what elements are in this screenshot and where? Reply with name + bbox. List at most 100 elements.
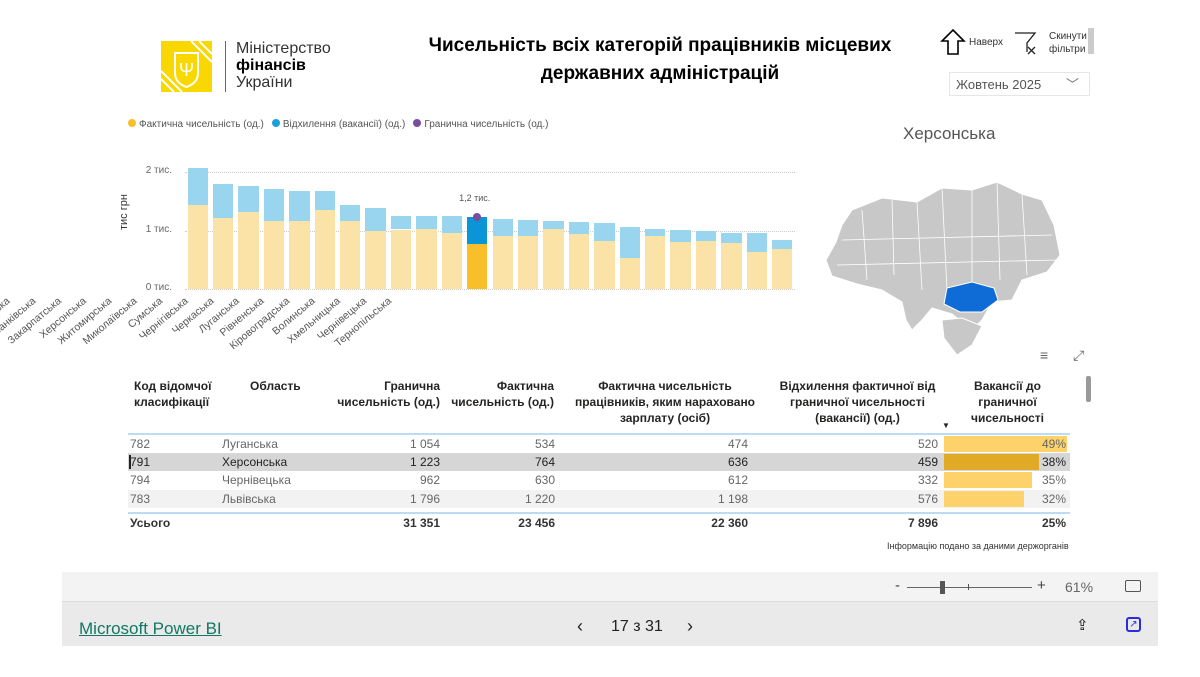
table-row[interactable]: 794 Чернівецька 962 630 612 332 35% (128, 471, 1070, 490)
period-dropdown[interactable]: Жовтень 2025 ﹀ (949, 72, 1090, 96)
header-vacancy[interactable]: Вакансії до граничної чисельності (971, 379, 1044, 425)
row-cursor (129, 455, 131, 470)
bar-vacancy[interactable] (289, 190, 310, 221)
legend-item[interactable]: Гранична чисельність (од.) (413, 119, 549, 130)
table-scrollbar[interactable] (1086, 376, 1091, 402)
legend-item[interactable]: Відхилення (вакансії) (од.) (271, 119, 405, 130)
bar-vacancy[interactable] (517, 219, 539, 237)
bar-actual[interactable] (670, 241, 691, 289)
cell-deviation: 520 (917, 437, 938, 451)
bar-actual[interactable] (772, 248, 793, 289)
bar-actual[interactable] (645, 236, 666, 289)
zoom-slider[interactable] (907, 587, 1032, 588)
legend-item[interactable]: Фактична чисельність (од.) (128, 119, 264, 130)
up-button[interactable]: Наверх (940, 28, 1003, 56)
bar-vacancy[interactable] (543, 220, 564, 229)
bar-vacancy[interactable] (212, 183, 234, 218)
bar-vacancy[interactable] (416, 215, 437, 230)
bar-vacancy[interactable] (390, 215, 412, 230)
bar-vacancy[interactable] (467, 217, 488, 245)
bar-vacancy[interactable] (619, 227, 640, 258)
source-note: Інформацію подано за даними держорганів (887, 541, 1069, 551)
bar-vacancy[interactable] (695, 230, 717, 242)
ukraine-map[interactable] (822, 180, 1062, 355)
bar-actual[interactable] (238, 212, 259, 289)
bar-vacancy[interactable] (645, 228, 666, 237)
next-page-button[interactable]: › (687, 616, 693, 636)
bar-vacancy[interactable] (263, 188, 285, 222)
power-bi-link[interactable]: Microsoft Power BI (79, 619, 222, 638)
share-icon[interactable]: ⇪ (1076, 617, 1089, 634)
bar-actual[interactable] (212, 217, 234, 289)
bar-actual[interactable] (263, 221, 285, 289)
bar-actual[interactable] (543, 228, 564, 289)
header-region[interactable]: Область (250, 379, 301, 393)
cell-paid: 1 198 (717, 491, 748, 506)
bar-actual[interactable] (187, 204, 208, 289)
bar-actual[interactable] (340, 220, 361, 289)
bar-vacancy[interactable] (670, 229, 691, 242)
cell-vacancy: 49% (1041, 437, 1066, 451)
table-row[interactable]: 791 Херсонська 1 223 764 636 459 38% (128, 453, 1070, 472)
bar-chart[interactable]: 0 тис.1 тис.2 тис.Дніпропетро...Львівськ… (0, 0, 800, 361)
bar-vacancy[interactable] (314, 190, 335, 210)
bar-actual[interactable] (721, 243, 742, 289)
cell-code: 783 (130, 491, 151, 506)
bar-actual[interactable] (289, 220, 310, 289)
bar-vacancy[interactable] (594, 222, 615, 242)
bar-actual[interactable] (568, 234, 590, 289)
bar-vacancy[interactable] (187, 168, 208, 205)
bar-vacancy[interactable] (340, 204, 361, 221)
map-region-kherson[interactable] (943, 281, 999, 313)
bar-actual[interactable] (365, 231, 386, 289)
prev-page-button[interactable]: ‹ (577, 616, 583, 636)
header-code[interactable]: Код відомчої класифікації (134, 379, 212, 409)
bar-vacancy[interactable] (746, 232, 768, 253)
bar-actual[interactable] (441, 233, 463, 289)
zoom-bar: - + 61% (62, 572, 1158, 602)
bar-vacancy[interactable] (721, 232, 742, 244)
filter-clear-icon (1015, 32, 1037, 55)
table-row[interactable]: 782 Луганська 1 054 534 474 520 49% (128, 435, 1070, 453)
bar-actual[interactable] (619, 257, 640, 289)
header-paid[interactable]: Фактична чисельність працівників, яким н… (574, 379, 756, 425)
bar-vacancy[interactable] (441, 216, 463, 234)
filter-icon[interactable]: ≡ (1040, 347, 1049, 363)
bar-vacancy[interactable] (568, 222, 590, 235)
cell-limit: 1 054 (409, 437, 440, 451)
zoom-out-button[interactable]: - (895, 577, 900, 594)
bar-actual[interactable] (416, 229, 437, 289)
limit-point[interactable] (473, 213, 482, 222)
bar-vacancy[interactable] (238, 185, 259, 213)
cell-code: 791 (130, 455, 151, 470)
bar-actual[interactable] (746, 252, 768, 289)
expand-icon[interactable]: ⤢ (1073, 347, 1085, 363)
bar-actual[interactable] (492, 236, 513, 289)
bar-actual[interactable] (390, 229, 412, 289)
bar-actual[interactable] (314, 209, 335, 289)
legend-label: Фактична чисельність (од.) (139, 119, 264, 130)
bar-vacancy[interactable] (365, 208, 386, 232)
cell-region: Луганська (222, 437, 278, 451)
header-scrollbar[interactable] (1088, 28, 1094, 54)
bar-actual[interactable] (594, 241, 615, 289)
chevron-down-icon: ﹀ (1065, 77, 1079, 92)
table-row[interactable]: 783 Львівська 1 796 1 220 1 198 576 32% (128, 489, 1070, 508)
logo-line1: Міністерство (236, 40, 331, 57)
header-deviation[interactable]: Відхилення фактичної від граничної чисел… (779, 379, 936, 425)
fit-to-page-icon[interactable] (1125, 580, 1141, 592)
bar-vacancy[interactable] (492, 218, 513, 237)
zoom-slider-thumb[interactable] (940, 581, 945, 594)
gridline (185, 172, 795, 173)
y-tick-label: 1 тис. (145, 223, 172, 235)
open-external-icon[interactable]: ↗ (1126, 617, 1141, 632)
bar-actual[interactable] (517, 236, 539, 289)
header-actual[interactable]: Фактична чисельність (од.) (451, 379, 554, 409)
bar-actual[interactable] (467, 244, 488, 289)
bar-vacancy[interactable] (772, 240, 793, 249)
zoom-in-button[interactable]: + (1037, 577, 1046, 594)
bar-actual[interactable] (695, 241, 717, 289)
header-limit[interactable]: Гранична чисельність (од.) (337, 379, 440, 409)
zoom-value: 61% (1065, 579, 1094, 595)
y-tick-label: 0 тис. (145, 282, 172, 293)
